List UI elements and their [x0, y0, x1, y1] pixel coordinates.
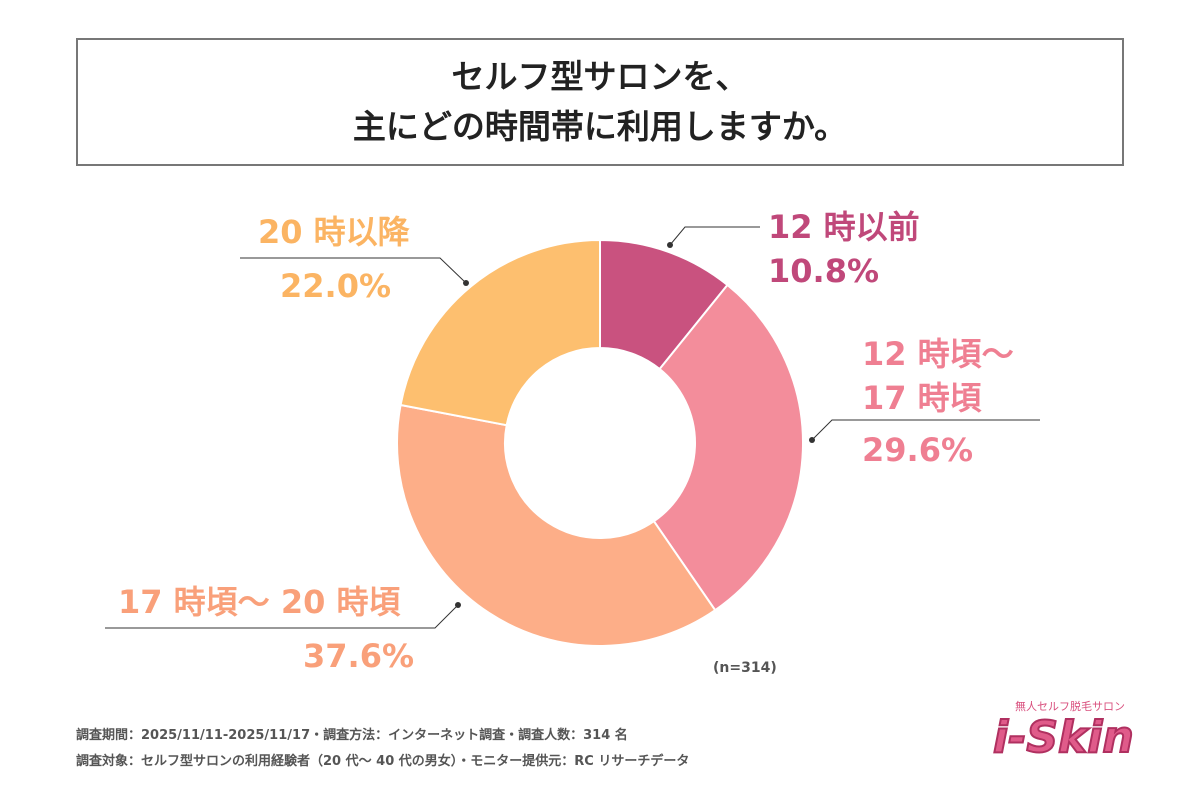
leader-line	[105, 604, 459, 629]
value-label: 10.8%	[768, 252, 880, 290]
title-line-1: セルフ型サロンを、	[451, 57, 749, 96]
donut-slice	[399, 238, 601, 427]
category-label: 12 時頃〜	[862, 335, 1014, 373]
leader-line	[240, 257, 467, 284]
value-label: 37.6%	[303, 637, 415, 675]
title-box: セルフ型サロンを、 主にどの時間帯に利用しますか。	[76, 38, 1124, 166]
category-label: 12 時以前	[768, 208, 920, 246]
label-12-17: 12 時頃〜 17 時頃 29.6%	[862, 332, 1014, 472]
donut-slice	[652, 283, 804, 612]
sample-size: (n=314)	[713, 660, 777, 676]
leader-dot	[809, 437, 815, 443]
brand-logo: 無人セルフ脱毛サロン i-Skin	[975, 690, 1155, 770]
value-label: 22.0%	[280, 267, 392, 305]
donut-slice	[396, 403, 717, 647]
logo-subtitle: 無人セルフ脱毛サロン	[1015, 700, 1125, 713]
value-label: 29.6%	[862, 431, 974, 469]
title-line-2: 主にどの時間帯に利用しますか。	[352, 107, 848, 146]
label-17-20: 17 時頃〜 20 時頃 37.6%	[118, 580, 414, 678]
leader-line	[811, 419, 1040, 441]
footer-line-2: 調査対象：セルフ型サロンの利用経験者（20 代〜 40 代の男女）・モニター提供…	[76, 754, 690, 769]
label-before-12: 12 時以前 10.8%	[768, 205, 920, 293]
leader-line	[669, 226, 760, 246]
category-label: 17 時頃〜 20 時頃	[118, 583, 401, 621]
leader-dot	[667, 242, 673, 248]
category-label: 20 時以降	[258, 213, 410, 251]
label-after-20: 20 時以降 22.0%	[258, 210, 410, 308]
leader-dot	[463, 280, 469, 286]
footer-line-1: 調査期間：2025/11/11-2025/11/17・調査方法：インターネット調…	[76, 728, 628, 743]
logo-name: i-Skin	[992, 711, 1135, 764]
category-label: 17 時頃	[862, 379, 982, 417]
leader-dot	[455, 602, 461, 608]
